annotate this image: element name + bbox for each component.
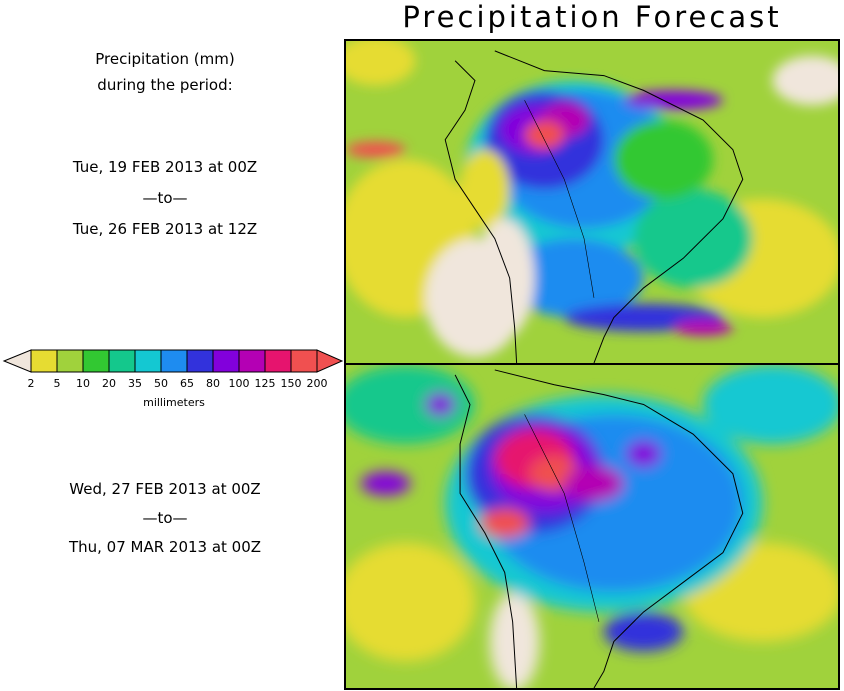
- precip-map-period2: [344, 363, 840, 690]
- colorbar-tick-label: 80: [206, 377, 220, 390]
- page-title: Precipitation Forecast: [402, 0, 782, 34]
- legend-header: Precipitation (mm) during the period:: [0, 46, 330, 98]
- colorbar-tick-label: 125: [255, 377, 276, 390]
- colorbar-bin: [212, 349, 240, 373]
- colorbar-over-arrow: [316, 349, 344, 373]
- colorbar-tick-label: 100: [229, 377, 250, 390]
- colorbar-tick-label: 150: [281, 377, 302, 390]
- colorbar-bin: [290, 349, 318, 373]
- period1-end: Tue, 26 FEB 2013 at 12Z: [72, 220, 258, 238]
- period1-sep: —to—: [142, 189, 188, 207]
- colorbar-bin: [82, 349, 110, 373]
- period2-end: Thu, 07 MAR 2013 at 00Z: [68, 538, 262, 556]
- colorbar: 2 5 10 20 35 50 65 80 100 125 150 200 millimeters: [2, 349, 344, 409]
- colorbar-svg: 2 5 10 20 35 50 65 80 100 125 150 200 millimeters: [2, 349, 344, 409]
- legend-header-line2: during the period:: [97, 76, 233, 94]
- precip-map-period1: [344, 39, 840, 365]
- colorbar-tick-label: 2: [28, 377, 35, 390]
- colorbar-under-arrow: [2, 349, 32, 373]
- period2-start: Wed, 27 FEB 2013 at 00Z: [69, 480, 261, 498]
- colorbar-tick-label: 50: [154, 377, 168, 390]
- colorbar-bin: [238, 349, 266, 373]
- colorbar-tick-label: 5: [54, 377, 61, 390]
- colorbar-bin: [134, 349, 162, 373]
- colorbar-bin: [186, 349, 214, 373]
- period2-text: Wed, 27 FEB 2013 at 00Z —to— Thu, 07 MAR…: [0, 475, 330, 562]
- precip-map-period1-svg: [346, 41, 838, 363]
- colorbar-bin: [56, 349, 84, 373]
- period1-start: Tue, 19 FEB 2013 at 00Z: [72, 158, 258, 176]
- precip-map-period2-svg: [346, 365, 838, 688]
- period2-sep: —to—: [142, 509, 188, 527]
- colorbar-tick-label: 65: [180, 377, 194, 390]
- legend-header-line1: Precipitation (mm): [95, 50, 235, 68]
- colorbar-bin: [160, 349, 188, 373]
- colorbar-bin: [264, 349, 292, 373]
- colorbar-bin: [30, 349, 58, 373]
- colorbar-tick-label: 35: [128, 377, 142, 390]
- colorbar-unit-label: millimeters: [143, 396, 205, 409]
- period1-text: Tue, 19 FEB 2013 at 00Z —to— Tue, 26 FEB…: [0, 152, 330, 245]
- colorbar-bin: [108, 349, 136, 373]
- colorbar-tick-label: 20: [102, 377, 116, 390]
- colorbar-tick-label: 10: [76, 377, 90, 390]
- colorbar-tick-label: 200: [307, 377, 328, 390]
